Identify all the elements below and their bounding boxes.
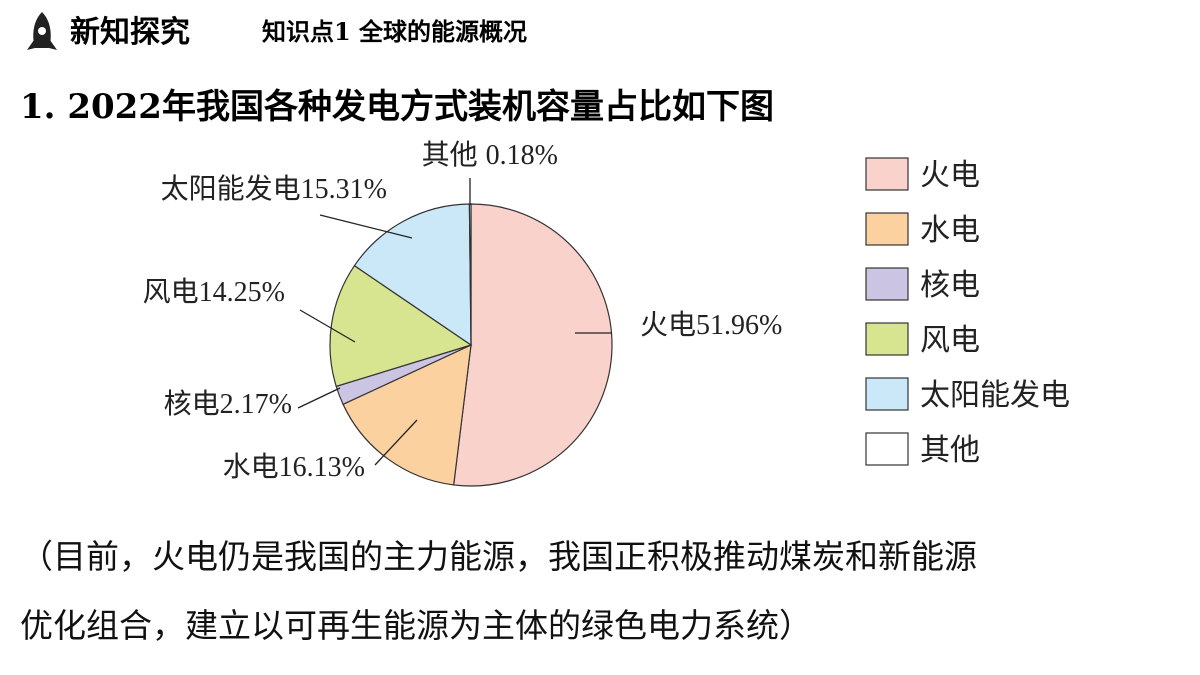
data-label: 风电14.25%: [143, 276, 285, 308]
data-label: 火电51.96%: [640, 309, 782, 341]
data-label: 其他 0.18%: [422, 139, 558, 171]
legend-swatch: [865, 157, 909, 191]
pie-slice: [453, 203, 613, 487]
data-label: 水电16.13%: [223, 451, 365, 483]
pie-slice: [353, 203, 472, 347]
pie-chart: 火电51.96%水电16.13%核电2.17%风电14.25%太阳能发电15.3…: [143, 139, 782, 487]
data-label: 太阳能发电15.31%: [161, 173, 387, 205]
note-line: （目前，火电仍是我国的主力能源，我国正积极推动煤炭和新能源: [20, 537, 977, 576]
legend-swatch: [865, 267, 909, 301]
leader-line: [297, 387, 341, 409]
legend-label: 风电: [920, 323, 980, 358]
topic-title: 知识点1 全球的能源概况: [262, 17, 527, 46]
chart-title: 1. 2022年我国各种发电方式装机容量占比如下图: [20, 87, 774, 127]
leader-line: [374, 419, 418, 466]
note-line: 优化组合，建立以可再生能源为主体的绿色电力系统）: [20, 606, 812, 645]
legend-label: 太阳能发电: [920, 378, 1070, 413]
leader-line: [319, 214, 413, 239]
data-label-value: 14.25%: [199, 277, 285, 308]
data-label-value: 15.31%: [301, 174, 387, 205]
data-label-value: 0.18%: [486, 140, 558, 171]
data-label: 核电2.17%: [164, 388, 292, 420]
pie-slice: [329, 264, 473, 388]
data-label-value: 51.96%: [696, 310, 782, 341]
legend-label: 其他: [920, 433, 980, 468]
data-label-value: 2.17%: [220, 389, 292, 420]
data-label-name: 核电: [164, 388, 220, 420]
legend-swatch: [865, 432, 909, 466]
legend-swatch: [865, 377, 909, 411]
legend-label: 火电: [920, 158, 980, 193]
data-label-value: 16.13%: [279, 452, 365, 483]
legend-swatch: [865, 212, 909, 246]
rocket-icon: [27, 12, 57, 50]
legend-swatch: [865, 322, 909, 356]
data-label-name: 水电: [223, 451, 279, 483]
legend-label: 水电: [920, 213, 980, 248]
section-title: 新知探究: [70, 15, 190, 50]
data-label-name: 太阳能发电: [161, 173, 301, 205]
data-label-name: 其他: [422, 139, 478, 171]
data-label-name: 火电: [640, 309, 696, 341]
data-label-name: 风电: [143, 276, 199, 308]
pie-slice: [342, 344, 472, 486]
legend-label: 核电: [920, 268, 980, 303]
leader-line: [299, 309, 356, 343]
